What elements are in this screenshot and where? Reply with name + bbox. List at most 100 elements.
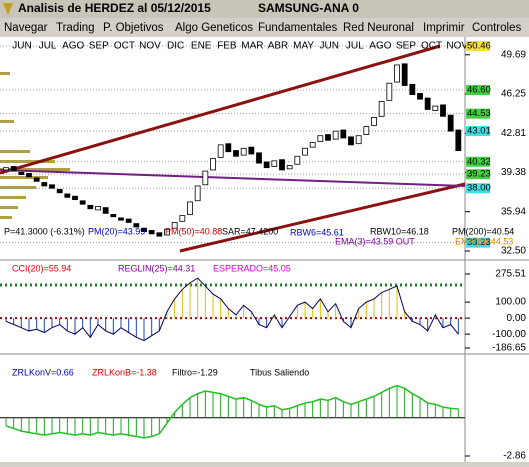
indicator-label: PM(200)=40.54	[452, 226, 514, 236]
app-icon	[3, 3, 13, 15]
candle	[49, 184, 55, 189]
candle	[394, 64, 400, 83]
month-label: OCT	[421, 41, 442, 52]
month-label: JUL	[346, 41, 364, 52]
y-tick-label: 100.00	[495, 297, 526, 308]
level-label: 40.32	[467, 156, 491, 167]
level-tag	[466, 85, 490, 96]
y-tick-label: -186.65	[492, 343, 526, 354]
y-tick-label: -2.86	[503, 451, 526, 462]
y-tick-label: 49.69	[501, 49, 526, 60]
menu-item[interactable]: Imprimir	[423, 22, 465, 34]
menu-bar	[0, 18, 529, 37]
candle	[33, 177, 40, 182]
candle	[455, 129, 462, 151]
indicator-label: ZRLKonV=0.66	[12, 367, 74, 377]
indicator-label: PM(20)=43.99	[88, 226, 145, 236]
candle	[294, 155, 301, 165]
candle	[187, 201, 193, 215]
candle	[332, 130, 339, 140]
candle	[355, 135, 362, 145]
menu-item[interactable]: Trading	[56, 22, 95, 34]
candle	[440, 104, 446, 117]
candle	[248, 146, 255, 155]
level-tag	[466, 169, 490, 180]
level-label: 50.46	[467, 41, 491, 52]
month-label: FEB	[217, 41, 237, 52]
channel-upper	[0, 44, 441, 175]
candle	[317, 135, 324, 142]
window-subtitle: SAMSUNG-ANA 0	[258, 1, 359, 15]
level-tag	[466, 156, 490, 167]
level-label: 39.23	[467, 169, 491, 180]
y-tick-label: 35.94	[501, 206, 526, 217]
month-label: AGO	[369, 41, 391, 52]
candle	[164, 228, 170, 236]
indicator-label: CCI(20)=55.94	[12, 263, 71, 273]
candle	[279, 159, 285, 171]
chart-area	[0, 37, 529, 462]
candle	[18, 171, 25, 175]
candle	[325, 134, 331, 141]
month-label: AGO	[62, 41, 84, 52]
menu-item[interactable]: P. Objetivos	[103, 22, 164, 34]
y-tick-label: 42.81	[501, 128, 526, 139]
y-tick-label: 46.25	[501, 89, 526, 100]
candle	[26, 172, 32, 178]
month-label: ENE	[191, 41, 212, 52]
menu-item[interactable]: Algo Geneticos	[175, 22, 253, 34]
candle	[225, 143, 232, 153]
candle	[424, 97, 431, 110]
candle	[210, 158, 216, 171]
candle	[110, 214, 117, 218]
candle	[194, 185, 201, 202]
level-label: 43.01	[467, 126, 491, 137]
candle	[56, 188, 63, 194]
candle	[10, 166, 17, 172]
y-tick-label: 32.50	[501, 246, 526, 257]
month-label: OCT	[114, 41, 135, 52]
candle	[217, 144, 224, 158]
candle	[309, 142, 316, 148]
candle	[179, 215, 186, 222]
menu-item[interactable]: Navegar	[4, 22, 48, 34]
level-label: 38.00	[467, 183, 491, 194]
candle	[386, 82, 393, 101]
indicator-label: RBW10=46.18	[370, 226, 429, 236]
month-label: NOV	[446, 41, 468, 52]
title-bar	[0, 0, 529, 18]
zrl-line	[5, 384, 459, 439]
month-label: MAY	[293, 41, 314, 52]
level-tag	[466, 108, 490, 119]
candle	[363, 126, 370, 135]
menu-item[interactable]: Controles	[472, 22, 521, 34]
y-tick-label: 275.51	[495, 269, 526, 280]
candle	[378, 101, 385, 117]
indicator-label: RBW6=45.61	[290, 227, 344, 237]
indicator-label: SAR=47.4200	[222, 226, 278, 236]
month-label: DIC	[167, 41, 184, 52]
indicator-label: Filtro=-1.29	[172, 367, 218, 377]
candle	[72, 195, 78, 201]
y-tick-label: 39.38	[501, 167, 526, 178]
candle	[64, 193, 71, 198]
month-label: SEP	[89, 41, 109, 52]
candle	[87, 204, 94, 210]
candle	[156, 232, 163, 237]
candle	[79, 200, 86, 205]
indicator-label: P=41.3000 (-6.31%)	[4, 226, 85, 236]
level-tag	[466, 237, 490, 248]
indicator-label: REGLIN(25)=44.31	[118, 263, 195, 273]
candle	[340, 129, 347, 139]
month-label: MAR	[241, 41, 263, 52]
menu-item[interactable]: Fundamentales	[258, 22, 338, 34]
candle	[417, 93, 423, 100]
candle	[263, 161, 270, 169]
candle	[133, 223, 140, 228]
axis-column	[465, 37, 529, 462]
candle	[401, 63, 408, 86]
level-label: 33.23	[467, 237, 491, 248]
month-label: NOV	[139, 41, 161, 52]
menu-item[interactable]: Red Neuronal	[343, 22, 414, 34]
